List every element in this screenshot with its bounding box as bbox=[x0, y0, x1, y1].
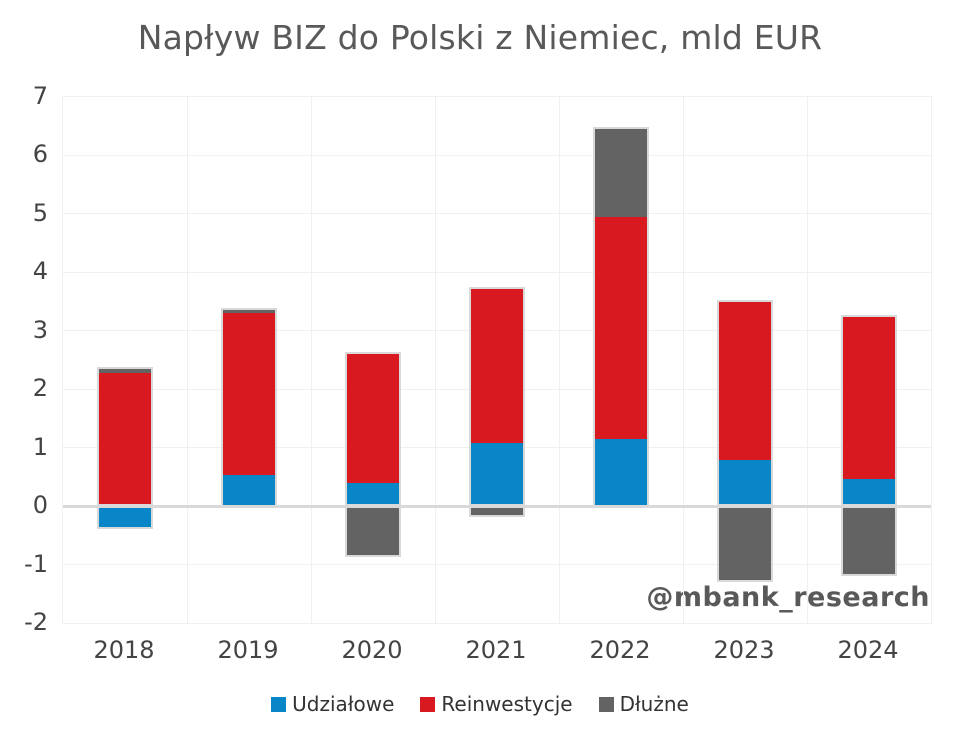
bar-2024-neg bbox=[843, 506, 895, 575]
chart-title: Napływ BIZ do Polski z Niemiec, mld EUR bbox=[137, 18, 823, 57]
gridline-h-5 bbox=[63, 213, 931, 215]
legend-item-0: Udziałowe bbox=[271, 692, 394, 716]
bar-segment-2024-series0 bbox=[843, 478, 895, 507]
y-tick--1: -1 bbox=[24, 549, 48, 578]
watermark: @mbank_research bbox=[646, 582, 930, 613]
bar-segment-2021-series1 bbox=[471, 288, 523, 443]
gridline-v-5 bbox=[682, 97, 684, 623]
gridline-v-6 bbox=[806, 97, 808, 623]
plot-area bbox=[62, 96, 932, 624]
gridline-v-2 bbox=[310, 97, 312, 623]
bar-2018-pos bbox=[99, 368, 151, 507]
gridline-h--1 bbox=[63, 564, 931, 566]
legend-label-2: Dłużne bbox=[619, 692, 689, 716]
legend-swatch-1 bbox=[420, 696, 436, 712]
bar-segment-2019-series0 bbox=[223, 475, 275, 507]
gridline-v-1 bbox=[186, 97, 188, 623]
bar-segment-2021-series2 bbox=[471, 506, 523, 515]
bar-segment-2023-series2 bbox=[719, 506, 771, 580]
legend-swatch-2 bbox=[598, 696, 614, 712]
bar-2023-pos bbox=[719, 302, 771, 507]
legend-item-2: Dłużne bbox=[598, 692, 689, 716]
legend-label-1: Reinwestycje bbox=[441, 692, 573, 716]
legend: Udziałowe Reinwestycje Dłużne bbox=[0, 689, 960, 719]
bar-2021-neg bbox=[471, 506, 523, 515]
x-tick-2023: 2023 bbox=[713, 636, 775, 664]
bar-2020-pos bbox=[347, 353, 399, 507]
gridline-h-6 bbox=[63, 154, 931, 156]
x-tick-2019: 2019 bbox=[217, 636, 279, 664]
bar-segment-2021-series0 bbox=[471, 442, 523, 507]
y-tick-4: 4 bbox=[32, 257, 48, 286]
bar-segment-2022-series1 bbox=[595, 216, 647, 439]
bar-segment-2023-series0 bbox=[719, 459, 771, 507]
y-tick-6: 6 bbox=[32, 140, 48, 169]
legend-item-1: Reinwestycje bbox=[420, 692, 573, 716]
y-tick-2: 2 bbox=[32, 374, 48, 403]
bar-segment-2020-series0 bbox=[347, 482, 399, 507]
bar-segment-2020-series2 bbox=[347, 506, 399, 555]
y-tick--2: -2 bbox=[24, 608, 48, 636]
gridline-v-4 bbox=[558, 97, 560, 623]
bar-segment-2024-series2 bbox=[843, 506, 895, 575]
bar-segment-2024-series1 bbox=[843, 316, 895, 479]
bar-2024-pos bbox=[843, 316, 895, 507]
legend-label-0: Udziałowe bbox=[292, 692, 395, 716]
y-tick-3: 3 bbox=[32, 315, 48, 344]
y-tick-7: 7 bbox=[32, 82, 48, 110]
bar-segment-2022-series2 bbox=[595, 129, 647, 217]
bar-2019-pos bbox=[223, 310, 275, 507]
x-tick-2021: 2021 bbox=[465, 636, 527, 664]
bar-2021-pos bbox=[471, 288, 523, 507]
bar-segment-2018-series1 bbox=[99, 372, 151, 507]
bar-2020-neg bbox=[347, 506, 399, 555]
bar-segment-2018-series0 bbox=[99, 506, 151, 527]
y-tick-5: 5 bbox=[32, 198, 48, 227]
legend-swatch-0 bbox=[271, 696, 287, 712]
bar-segment-2019-series1 bbox=[223, 313, 275, 476]
bar-segment-2022-series0 bbox=[595, 438, 647, 507]
bar-segment-2018-series2 bbox=[99, 368, 151, 373]
bar-segment-2019-series2 bbox=[223, 310, 275, 314]
bar-2022-pos bbox=[595, 129, 647, 507]
bar-2018-neg bbox=[99, 506, 151, 527]
bar-2023-neg bbox=[719, 506, 771, 580]
y-tick-0: 0 bbox=[32, 491, 48, 520]
bar-segment-2020-series1 bbox=[347, 353, 399, 483]
gridline-h-4 bbox=[63, 271, 931, 273]
x-tick-2024: 2024 bbox=[837, 636, 899, 664]
y-tick-1: 1 bbox=[32, 432, 48, 461]
x-tick-2018: 2018 bbox=[93, 636, 155, 664]
x-tick-2020: 2020 bbox=[341, 636, 403, 664]
gridline-v-3 bbox=[434, 97, 436, 623]
x-tick-2022: 2022 bbox=[589, 636, 651, 664]
zero-line bbox=[63, 504, 931, 508]
bar-segment-2023-series1 bbox=[719, 302, 771, 460]
